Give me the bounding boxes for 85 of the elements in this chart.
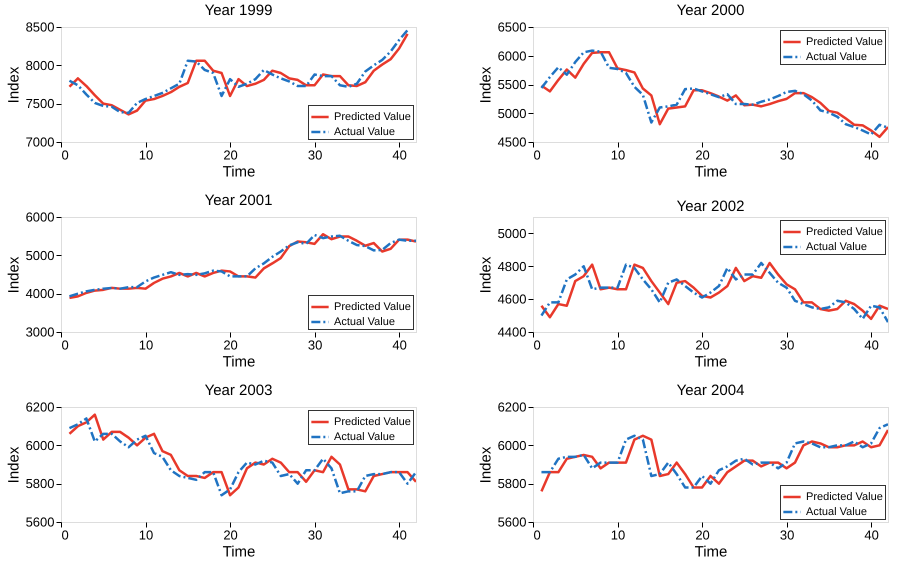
x-tick-label: 30 bbox=[308, 338, 322, 352]
y-tick-label: 6000 bbox=[26, 210, 54, 224]
y-axis-title: Index bbox=[6, 66, 23, 104]
x-tick-label: 40 bbox=[392, 338, 407, 352]
x-tick-label: 20 bbox=[223, 338, 238, 352]
x-tick-label: 40 bbox=[864, 528, 879, 542]
y-tick-label: 7500 bbox=[26, 96, 54, 112]
chart-title: Year 2001 bbox=[204, 192, 272, 209]
y-tick-label: 4500 bbox=[498, 134, 526, 150]
x-tick-label: 10 bbox=[610, 528, 626, 542]
y-axis-title: Index bbox=[478, 256, 495, 294]
chart-title: Year 2003 bbox=[204, 382, 272, 399]
legend-label: Predicted Value bbox=[806, 36, 883, 48]
y-tick-label: 6200 bbox=[498, 400, 526, 414]
legend-label: Actual Value bbox=[334, 126, 395, 138]
x-tick-label: 40 bbox=[392, 148, 407, 162]
y-axis-title: Index bbox=[478, 66, 495, 104]
x-tick-label: 30 bbox=[780, 148, 794, 162]
y-tick-label: 4000 bbox=[26, 286, 54, 302]
legend-label: Actual Value bbox=[806, 241, 867, 253]
y-tick-label: 6200 bbox=[26, 400, 54, 414]
y-tick-label: 7000 bbox=[26, 134, 54, 150]
legend-label: Predicted Value bbox=[334, 416, 411, 428]
y-tick-label: 4800 bbox=[498, 258, 526, 274]
y-tick-label: 5000 bbox=[26, 248, 54, 263]
x-axis-title: Time bbox=[694, 164, 728, 180]
legend-label: Actual Value bbox=[806, 506, 867, 518]
x-tick-label: 10 bbox=[138, 148, 154, 162]
x-tick-label: 10 bbox=[138, 338, 154, 352]
x-tick-label: 10 bbox=[138, 528, 154, 542]
legend-label: Predicted Value bbox=[806, 491, 883, 503]
x-axis-title: Time bbox=[694, 544, 728, 560]
legend-label: Predicted Value bbox=[806, 226, 883, 238]
legend-label: Actual Value bbox=[334, 316, 395, 328]
x-axis-title: Time bbox=[222, 354, 256, 370]
y-tick-label: 6000 bbox=[498, 438, 526, 453]
y-tick-label: 8500 bbox=[26, 20, 54, 34]
x-tick-label: 20 bbox=[695, 528, 710, 542]
x-axis-title: Time bbox=[222, 164, 256, 180]
y-tick-label: 5800 bbox=[498, 476, 526, 492]
x-tick-label: 30 bbox=[308, 528, 322, 542]
y-tick-label: 8000 bbox=[26, 58, 54, 73]
x-tick-label: 40 bbox=[864, 148, 879, 162]
x-tick-label: 0 bbox=[62, 148, 69, 162]
y-axis-title: Index bbox=[6, 256, 23, 294]
x-tick-label: 20 bbox=[223, 148, 238, 162]
x-axis-title: Time bbox=[222, 544, 256, 560]
y-tick-label: 5600 bbox=[26, 514, 54, 530]
x-axis-title: Time bbox=[694, 354, 728, 370]
legend-label: Actual Value bbox=[334, 431, 395, 443]
legend-label: Actual Value bbox=[806, 51, 867, 63]
y-tick-label: 4600 bbox=[498, 292, 526, 307]
x-tick-label: 30 bbox=[308, 148, 322, 162]
x-tick-label: 0 bbox=[534, 338, 541, 352]
y-tick-label: 6000 bbox=[26, 438, 54, 453]
y-axis-title: Index bbox=[6, 446, 23, 484]
x-tick-label: 0 bbox=[62, 338, 69, 352]
chart-title: Year 1999 bbox=[204, 2, 272, 19]
y-tick-label: 6000 bbox=[498, 48, 526, 64]
x-tick-label: 30 bbox=[780, 338, 794, 352]
chart-title: Year 2002 bbox=[676, 198, 744, 215]
y-tick-label: 5000 bbox=[498, 226, 526, 241]
x-tick-label: 0 bbox=[534, 528, 541, 542]
x-tick-label: 30 bbox=[780, 528, 794, 542]
x-tick-label: 20 bbox=[695, 148, 710, 162]
x-tick-label: 40 bbox=[864, 338, 879, 352]
x-tick-label: 20 bbox=[695, 338, 710, 352]
y-axis-title: Index bbox=[478, 446, 495, 484]
y-tick-label: 5000 bbox=[498, 106, 526, 121]
legend-label: Predicted Value bbox=[334, 301, 411, 313]
y-tick-label: 3000 bbox=[26, 324, 54, 340]
x-tick-label: 10 bbox=[610, 148, 626, 162]
y-tick-label: 4400 bbox=[498, 324, 526, 340]
y-tick-label: 5500 bbox=[498, 77, 526, 92]
x-tick-label: 20 bbox=[223, 528, 238, 542]
chart-title: Year 2004 bbox=[676, 382, 744, 399]
y-tick-label: 5600 bbox=[498, 514, 526, 530]
y-tick-label: 6500 bbox=[498, 20, 526, 34]
y-tick-label: 5800 bbox=[26, 476, 54, 492]
legend-label: Predicted Value bbox=[334, 111, 411, 123]
x-tick-label: 10 bbox=[610, 338, 626, 352]
x-tick-label: 40 bbox=[392, 528, 407, 542]
x-tick-label: 0 bbox=[62, 528, 69, 542]
x-tick-label: 0 bbox=[534, 148, 541, 162]
chart-title: Year 2000 bbox=[676, 2, 744, 19]
